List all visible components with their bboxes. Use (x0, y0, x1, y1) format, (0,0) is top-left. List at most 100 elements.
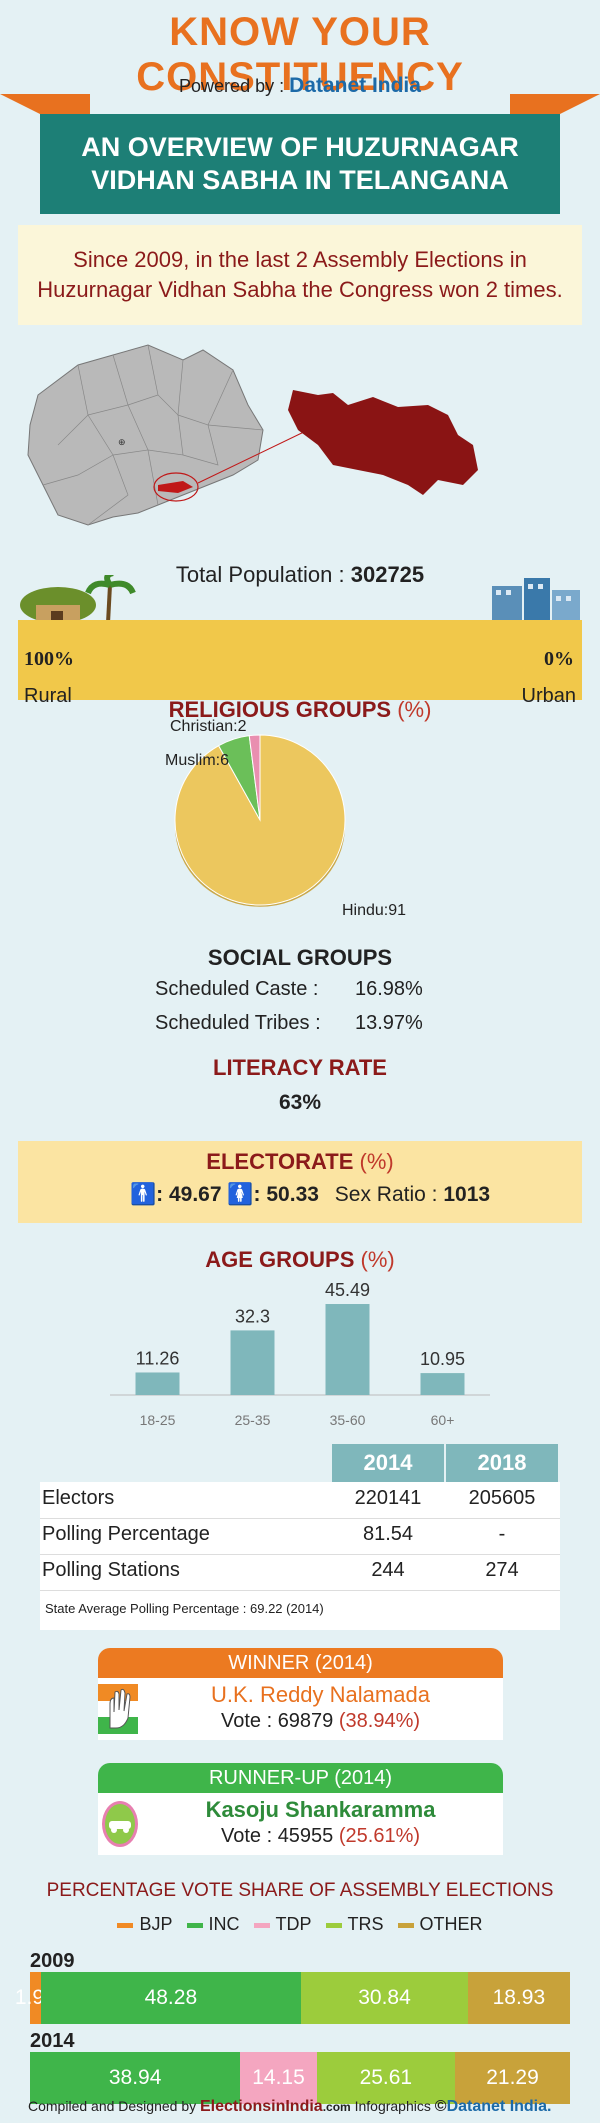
table-footnote: State Average Polling Percentage : 69.22… (45, 1601, 324, 1616)
winner-card: U.K. Reddy Nalamada Vote : 69879 (38.94%… (98, 1678, 503, 1740)
summary-text: Since 2009, in the last 2 Assembly Elect… (18, 225, 582, 325)
runnerup-header: RUNNER-UP (2014) (98, 1763, 503, 1793)
sex-ratio-value: 1013 (443, 1183, 491, 1206)
female-icon: 🚺 (227, 1183, 254, 1206)
legend-item-inc: INC (186, 1914, 240, 1935)
congress-hand-icon (98, 1684, 138, 1734)
age-bar-0 (135, 1372, 180, 1395)
legend-swatch (117, 1922, 134, 1928)
male-icon: 🚹 (130, 1183, 157, 1206)
age-chart-title: AGE GROUPS (%) (0, 1247, 600, 1273)
age-tick-label-3: 60+ (431, 1412, 455, 1428)
female-value: : 50.33 (253, 1183, 319, 1206)
vote-bar-2009-other: 18.93 (467, 1972, 570, 2024)
age-value-label-3: 10.95 (420, 1349, 465, 1369)
legend-item-bjp: BJP (117, 1914, 173, 1935)
rural-percent: 100% (24, 648, 74, 670)
elections-table (40, 1482, 560, 1630)
legend-swatch (397, 1922, 414, 1928)
runnerup-year: (2014) (334, 1767, 392, 1789)
age-group-bar-chart: 11.26 18-25 32.3 25-35 45.49 35-60 10.95 60+ (110, 1280, 490, 1428)
age-unit: (%) (360, 1247, 395, 1272)
legend-item-other: OTHER (397, 1914, 483, 1935)
rural-fill (18, 620, 582, 700)
footer-brand1-suffix: .com (322, 2100, 351, 2114)
pie-slice-christian (248, 734, 261, 821)
vote-bar-2009-inc: 48.28 (40, 1972, 302, 2024)
vote-share-legend: BJP INC TDP TRS OTHER (0, 1914, 600, 1935)
footer-copyright: © (434, 2098, 447, 2115)
vote-year-2014: 2014 (30, 2030, 75, 2052)
sc-label: Scheduled Caste : (155, 978, 319, 1000)
social-title: SOCIAL GROUPS (207, 945, 393, 970)
constituency-map: ⊕ (27, 344, 478, 526)
age-bar-1 (230, 1330, 275, 1395)
vote-year-2009: 2009 (30, 1950, 75, 1972)
religious-title-text: RELIGIOUS GROUPS (168, 697, 392, 722)
religious-unit: (%) (397, 697, 432, 722)
social-row-st: Scheduled Tribes : 13.97% (155, 1012, 455, 1035)
trs-car-icon (102, 1801, 138, 1847)
vote-bar-2014-trs: 25.61 (316, 2052, 455, 2104)
urban-percent: 0% (544, 648, 574, 670)
age-value-label-0: 11.26 (136, 1348, 180, 1368)
pie-label-hindu: Hindu:91 (342, 902, 407, 919)
literacy-title: LITERACY RATE (213, 1055, 387, 1080)
male-value: : 49.67 (156, 1183, 222, 1206)
vote-bar-2014-other: 21.29 (455, 2052, 570, 2104)
footer-infographics: Infographics (350, 2098, 435, 2114)
table-cell-v2018: 274 (485, 1559, 519, 1581)
footer-compiled: Compiled and Designed by (28, 2098, 200, 2114)
age-tick-label-2: 35-60 (330, 1412, 366, 1428)
legend-label: OTHER (419, 1914, 483, 1934)
st-label: Scheduled Tribes : (155, 1012, 321, 1034)
winner-share: (38.94%) (338, 1710, 421, 1732)
runnerup-vote-label: Vote : (220, 1825, 278, 1847)
table-cell-v2018: 205605 (468, 1487, 536, 1509)
powered-brand: Datanet India (289, 74, 421, 97)
winner-name: U.K. Reddy Nalamada (211, 1682, 430, 1707)
winner-header: WINNER (2014) (98, 1648, 503, 1678)
electorate-title-text: ELECTORATE (206, 1149, 354, 1174)
religious-pie-chart (174, 734, 346, 907)
hut-icon (20, 575, 136, 625)
powered-by: Powered by : Datanet India (0, 74, 600, 98)
vote-share-title: PERCENTAGE VOTE SHARE OF ASSEMBLY ELECTI… (46, 1880, 554, 1901)
legend-label: INC (208, 1914, 240, 1934)
vote-bar-2009-bjp: 1.95 (15, 1972, 56, 2024)
rural-urban-bar: 100% 0% (18, 620, 582, 700)
electorate-title: ELECTORATE (%) (18, 1149, 582, 1175)
religious-title: RELIGIOUS GROUPS (%) (0, 697, 600, 723)
runnerup-card: Kasoju Shankaramma Vote : 45955 (25.61%) (98, 1793, 503, 1855)
runnerup-vote: Vote : 45955 (25.61%) (138, 1825, 503, 1848)
legend-label: BJP (139, 1914, 173, 1934)
winner-year: (2014) (314, 1652, 373, 1674)
vote-bar-2009-trs: 30.84 (301, 1972, 468, 2024)
table-cell-label: Polling Percentage (42, 1523, 210, 1545)
age-tick-label-0: 18-25 (140, 1412, 176, 1428)
vote-bar-2014-tdp: 14.15 (240, 2052, 317, 2104)
total-population-value: 302725 (350, 562, 425, 587)
electorate-unit: (%) (359, 1149, 394, 1174)
winner-title: WINNER (228, 1652, 310, 1674)
pie-label-christian: Christian:2 (170, 718, 247, 735)
table-head-2018: 2018 (446, 1444, 558, 1482)
legend-label: TRS (347, 1914, 384, 1934)
runnerup-title: RUNNER-UP (208, 1767, 329, 1789)
legend-item-trs: TRS (325, 1914, 384, 1935)
winner-vote-label: Vote : (220, 1710, 278, 1732)
age-tick-label-1: 25-35 (235, 1412, 271, 1428)
table-cell-v2018: - (498, 1523, 506, 1545)
legend-swatch (325, 1922, 342, 1928)
runnerup-name: Kasoju Shankaramma (205, 1797, 436, 1822)
social-row-sc: Scheduled Caste : 16.98% (155, 978, 455, 1001)
urban-label: Urban (521, 685, 576, 707)
city-icon (492, 578, 580, 623)
overview-banner: AN OVERVIEW OF HUZURNAGAR VIDHAN SABHA I… (40, 114, 560, 214)
legend-label: TDP (275, 1914, 312, 1934)
legend-item-tdp: TDP (253, 1914, 312, 1935)
electorate-box: ELECTORATE (%) 🚹: 49.67 🚺: 50.33 Sex Rat… (18, 1141, 582, 1223)
table-head-2014: 2014 (332, 1444, 444, 1482)
vote-bar-2014-inc: 38.94 (30, 2052, 241, 2104)
footer-brand1: ElectionsinIndia (200, 2098, 323, 2115)
